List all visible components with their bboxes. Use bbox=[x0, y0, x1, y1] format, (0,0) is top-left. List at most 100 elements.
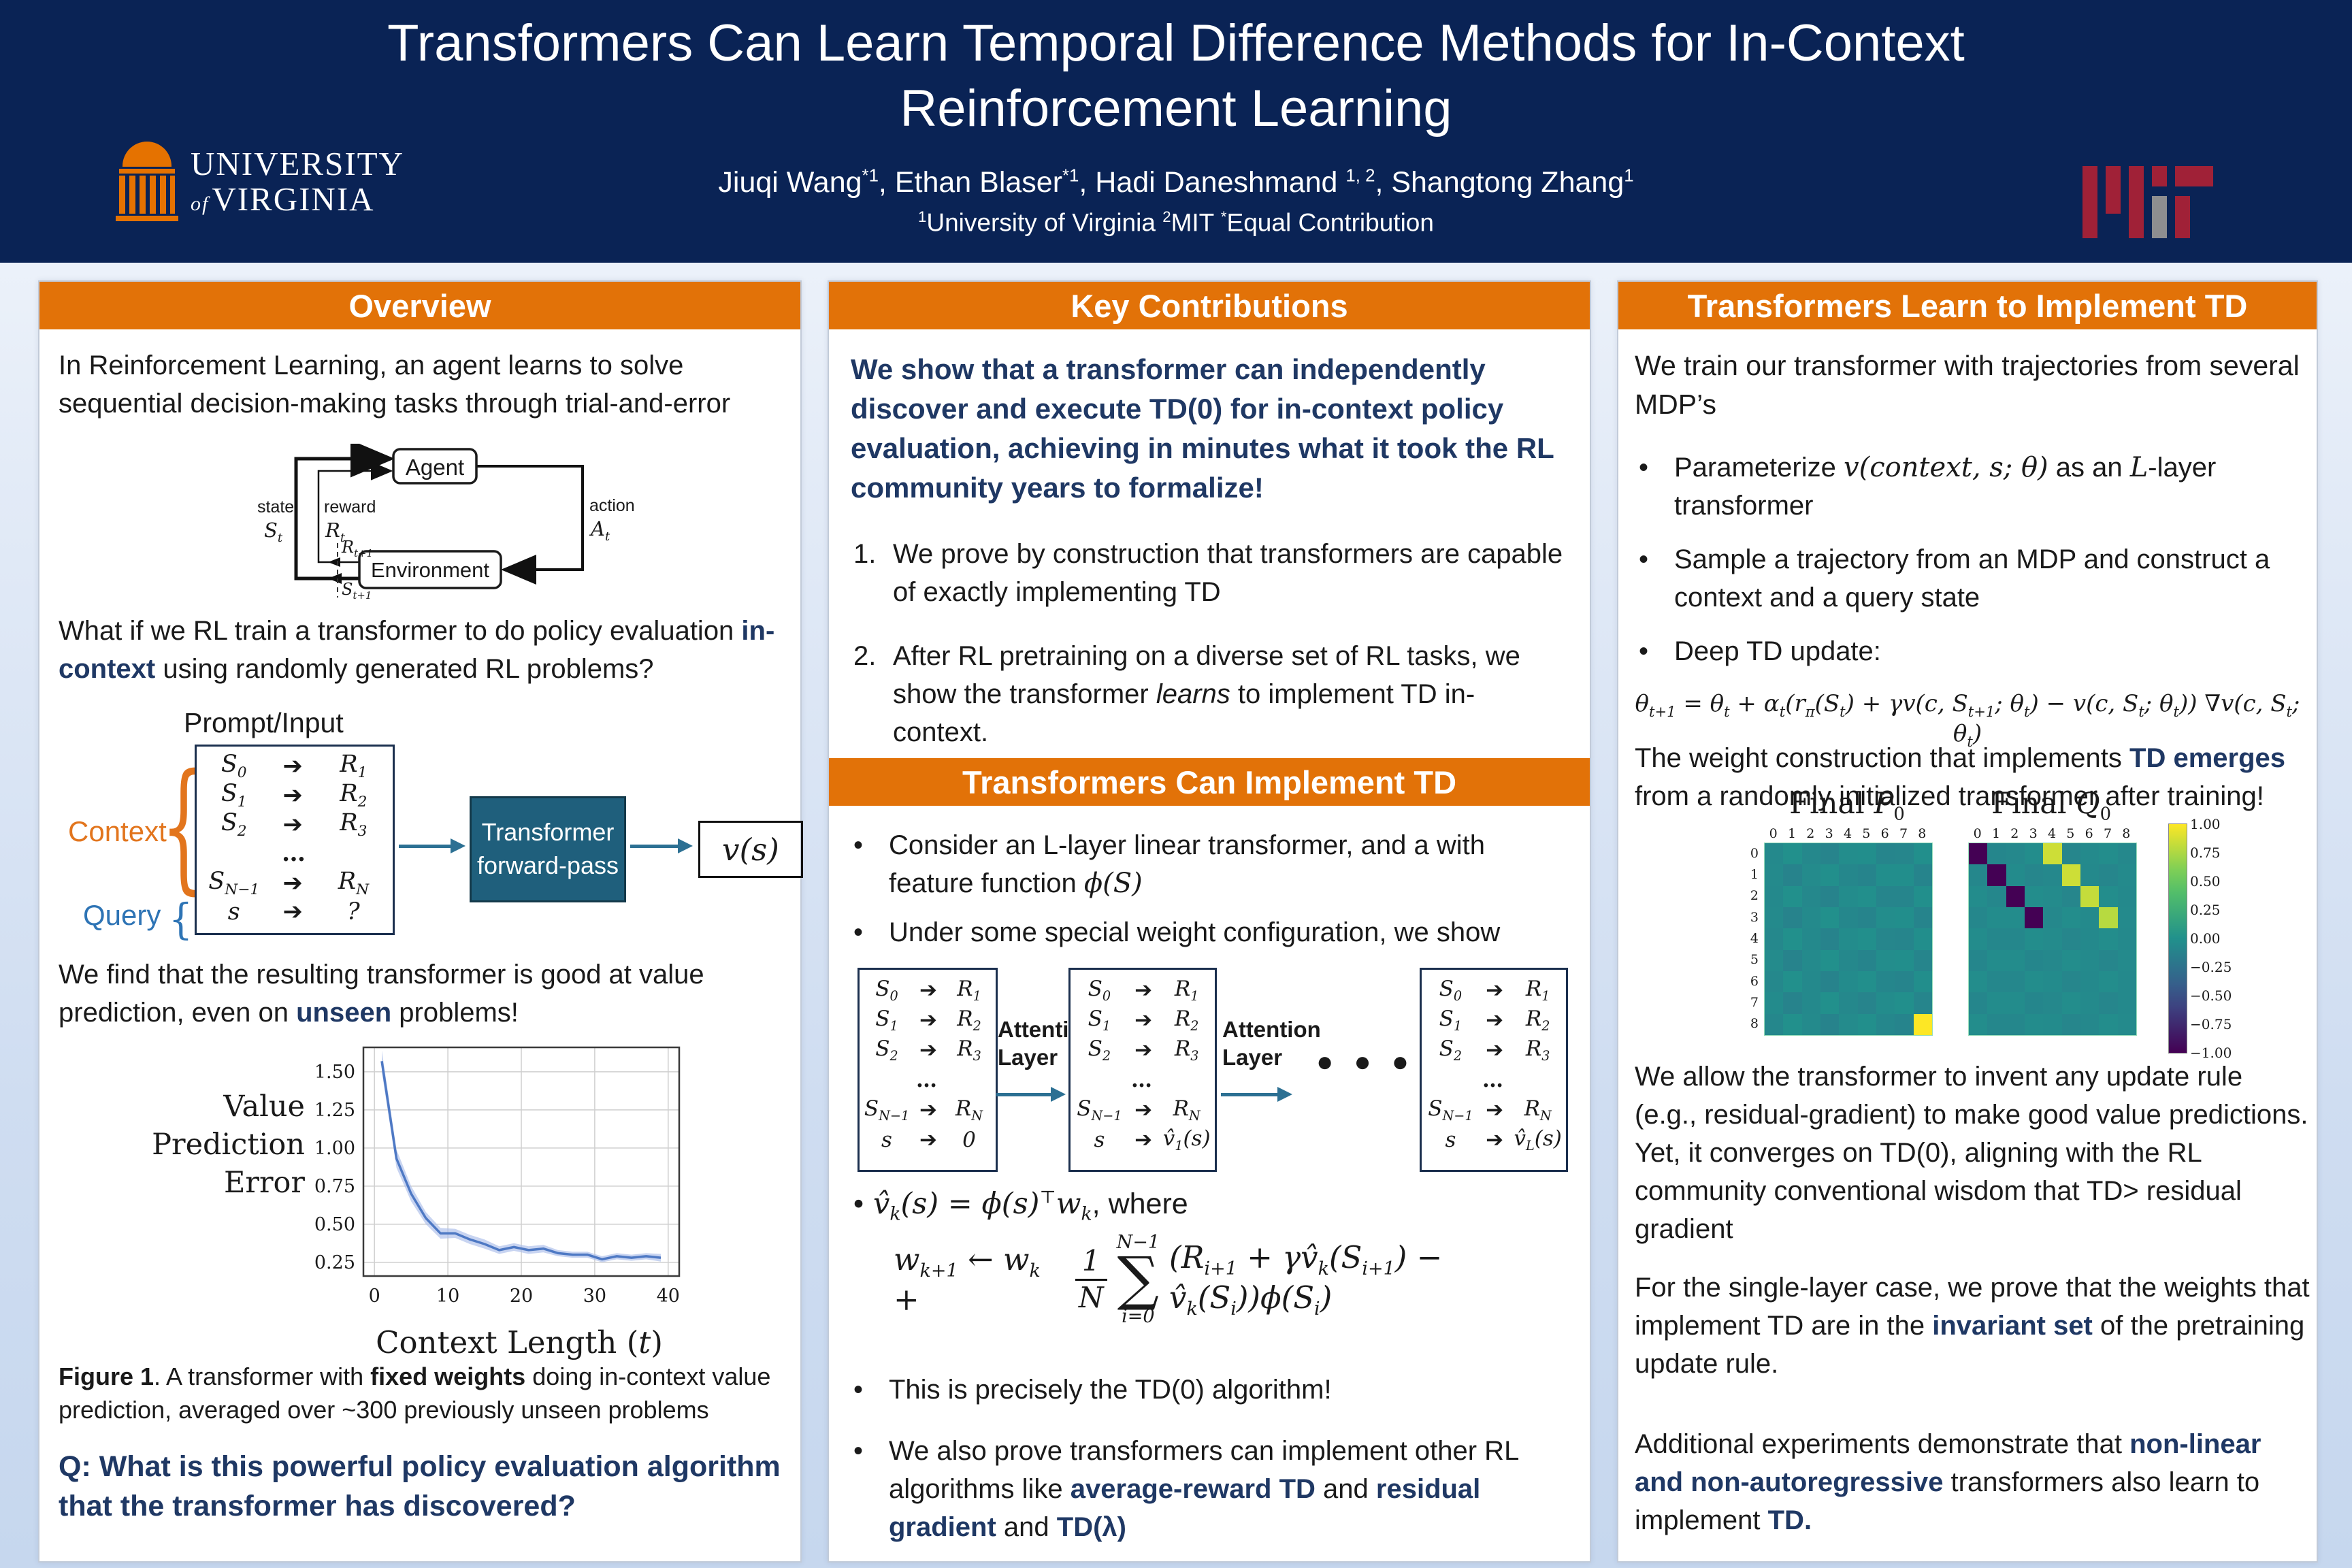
svg-text:0.50: 0.50 bbox=[314, 1214, 355, 1235]
heatmap-Q0-title: Final Q0 bbox=[1991, 787, 2112, 825]
context-label: Context bbox=[68, 815, 167, 847]
mit-logo bbox=[2082, 166, 2213, 238]
arrow-to-transformer bbox=[399, 838, 466, 853]
uva-wordmark-line1: UNIVERSITY bbox=[191, 145, 404, 183]
heatmap-colorbar bbox=[2168, 823, 2187, 1054]
prompt-input-label: Prompt/Input bbox=[184, 707, 344, 738]
uva-logo: UNIVERSITY ofVIRGINIA bbox=[116, 142, 404, 221]
next-state-symbol: St+1 bbox=[342, 580, 372, 602]
svg-text:0.25: 0.25 bbox=[314, 1252, 355, 1273]
item2-number: 2. bbox=[853, 641, 877, 671]
poster-header: UNIVERSITY ofVIRGINIA Transformers Can L… bbox=[0, 0, 2352, 263]
svg-text:10: 10 bbox=[436, 1286, 459, 1307]
formula-summation: N−1 ∑ i=0 bbox=[1116, 1232, 1160, 1327]
svg-text:1.00: 1.00 bbox=[314, 1138, 355, 1159]
implement-td-bullet-2: Under some special weight configuration,… bbox=[853, 913, 1575, 951]
attention-arrow-2 bbox=[1221, 1087, 1292, 1102]
figure1-caption: Figure 1. A transformer with fixed weigh… bbox=[59, 1362, 771, 1424]
heatmap-P0-title: Final P0 bbox=[1789, 787, 1905, 825]
td-update-formula: wk+1 ← wk + 1 N N−1 ∑ i=0 (Ri+1 + γv̂k(S… bbox=[894, 1233, 1590, 1326]
formula-lhs: wk+1 ← wk + bbox=[894, 1241, 1041, 1318]
environment-box-label: Environment bbox=[370, 558, 490, 582]
action-label: action bbox=[589, 496, 635, 515]
contribution-item-2: 2. After RL pretraining on a diverse set… bbox=[853, 637, 1568, 751]
train-bullet-3: Deep TD update: bbox=[1639, 632, 2306, 670]
contribution-item-1: 1. We prove by construction that transfo… bbox=[853, 535, 1568, 611]
uva-of: of bbox=[191, 192, 210, 215]
agent-box-label: Agent bbox=[405, 455, 465, 480]
invariant-set-paragraph: For the single-layer case, we prove that… bbox=[1635, 1273, 2310, 1379]
figure1-value-prediction-chart: Value Prediction Error 0.25 0.50 0.75 1.00 1… bbox=[142, 1041, 686, 1360]
state-label: state bbox=[257, 497, 295, 517]
section-header-key-contributions: Key Contributions bbox=[829, 282, 1590, 329]
key-contributions-intro: We show that a transformer can independe… bbox=[851, 353, 1554, 504]
key-contributions-card: Key Contributions We show that a transfo… bbox=[828, 280, 1591, 1563]
overview-intro-paragraph: In Reinforcement Learning, an agent lear… bbox=[59, 350, 731, 419]
overview-card: Overview In Reinforcement Learning, an a… bbox=[38, 280, 803, 1563]
attention-arrow-1 bbox=[996, 1087, 1066, 1102]
prompt-diagram: Context { S0 ➔ R1 S1 ➔ R2 S2 ➔ R3… SN−1 ➔ RN s ➔? Que… bbox=[39, 739, 803, 944]
heatmap-P0-grid bbox=[1764, 843, 1933, 1036]
heatmap-Q0-grid bbox=[1968, 843, 2137, 1036]
overview-question-highlight: Q: What is this powerful policy evaluati… bbox=[59, 1450, 781, 1523]
deep-td-update-formula: θt+1 = θt + αt(rπ(St) + γv(c, St+1; θt) … bbox=[1635, 690, 2300, 750]
figure1-plot-svg: 0.25 0.50 0.75 1.00 1.25 1.50 0 10 20 30 40 bbox=[314, 1046, 681, 1307]
td0-bullet: This is precisely the TD(0) algorithm! bbox=[853, 1371, 1561, 1409]
affiliations: 1University of Virginia 2MIT *Equal Cont… bbox=[918, 208, 1434, 237]
svg-text:20: 20 bbox=[510, 1286, 533, 1307]
svg-text:40: 40 bbox=[657, 1286, 680, 1307]
additional-experiments-paragraph: Additional experiments demonstrate that … bbox=[1635, 1429, 2261, 1535]
value-output-box: v(s) bbox=[698, 821, 803, 878]
section-header-learn-td: Transformers Learn to Implement TD bbox=[1618, 282, 2317, 329]
uva-rotunda-icon bbox=[116, 142, 178, 221]
item1-text: We prove by construction that transforme… bbox=[893, 539, 1563, 607]
item2-text: After RL pretraining on a diverse set of… bbox=[893, 641, 1520, 747]
state-symbol: St bbox=[264, 519, 283, 545]
query-label: Query bbox=[83, 899, 161, 931]
overview-result-paragraph: We find that the resulting transformer i… bbox=[59, 960, 704, 1028]
uva-wordmark-line2: ofVIRGINIA bbox=[191, 180, 375, 218]
other-algorithms-bullet: We also prove transformers can implement… bbox=[853, 1432, 1564, 1546]
query-brace: { bbox=[169, 894, 193, 944]
figure1-plot-area: 0.25 0.50 0.75 1.00 1.25 1.50 0 10 20 30 40 Contex… bbox=[305, 1041, 686, 1360]
heatmap-colorbar-ticks: 1.00 0.75 0.50 0.25 0.00 −0.25 −0.50 −0.75 −1.00 bbox=[2190, 816, 2232, 1061]
svg-text:0.75: 0.75 bbox=[314, 1176, 355, 1197]
sequence-box-input: S0 ➔ R1 S1 ➔ R2 S2 ➔ R3… SN−1 ➔ RN s ➔ 0 bbox=[858, 968, 998, 1172]
poster-title-line1: Transformers Can Learn Temporal Differen… bbox=[387, 14, 1965, 72]
prompt-sequence-box: S0 ➔ R1 S1 ➔ R2 S2 ➔ R3… SN−1 ➔ RN s ➔? bbox=[195, 745, 395, 935]
td-emerges-paragraph: The weight construction that implements … bbox=[1635, 743, 2285, 811]
sequence-box-layer1: S0 ➔ R1 S1 ➔ R2 S2 ➔ R3… SN−1 ➔ RN s ➔ v̂1(s) bbox=[1068, 968, 1217, 1172]
figure1-x-axis-label: Context Length (t) bbox=[376, 1324, 663, 1360]
learn-td-card: Transformers Learn to Implement TD We tr… bbox=[1617, 280, 2318, 1563]
reward-symbol: Rt bbox=[325, 519, 346, 545]
formula-rhs: (Ri+1 + γv̂k(Si+1) − v̂k(Si))ϕ(Si) bbox=[1169, 1239, 1443, 1320]
next-reward-symbol: Rt+1 bbox=[342, 538, 373, 559]
arrow-to-output bbox=[630, 838, 693, 853]
svg-text:1.50: 1.50 bbox=[314, 1062, 355, 1083]
section-header-transformers-can-implement-td: Transformers Can Implement TD bbox=[829, 758, 1590, 806]
value-estimate-definition: v̂k(s) = ϕ(s)⊤wk, where bbox=[853, 1187, 1188, 1225]
figure1-y-axis-label: Value Prediction Error bbox=[152, 1090, 305, 1200]
ellipsis-dots: ●●● bbox=[1316, 1045, 1430, 1077]
author-list: Jiuqi Wang*1, Ethan Blaser*1, Hadi Danes… bbox=[718, 166, 1634, 199]
overview-question-paragraph: What if we RL train a transformer to do … bbox=[59, 616, 775, 684]
svg-text:30: 30 bbox=[583, 1286, 606, 1307]
uva-wordmark: UNIVERSITY ofVIRGINIA bbox=[191, 146, 404, 216]
train-bullet-1: Parameterize v(context, s; θ) as an L-la… bbox=[1639, 448, 2306, 525]
learn-td-intro: We train our transformer with trajectori… bbox=[1635, 350, 2300, 421]
update-rule-paragraph: We allow the transformer to invent any u… bbox=[1635, 1062, 2308, 1244]
section-header-overview: Overview bbox=[39, 282, 800, 329]
action-symbol: At bbox=[591, 517, 610, 544]
agent-environment-arrows bbox=[294, 440, 584, 598]
attention-layers-diagram: S0 ➔ R1 S1 ➔ R2 S2 ➔ R3… SN−1 ➔ RN s ➔ 0 Attention Laye… bbox=[829, 962, 1590, 1172]
poster-title-line2: Reinforcement Learning bbox=[900, 80, 1452, 137]
formula-fraction: 1 N bbox=[1075, 1244, 1107, 1314]
transformer-forward-pass-box: Transformer forward-pass bbox=[470, 796, 626, 902]
train-bullet-2: Sample a trajectory from an MDP and cons… bbox=[1639, 540, 2306, 617]
svg-text:1.25: 1.25 bbox=[314, 1100, 355, 1121]
